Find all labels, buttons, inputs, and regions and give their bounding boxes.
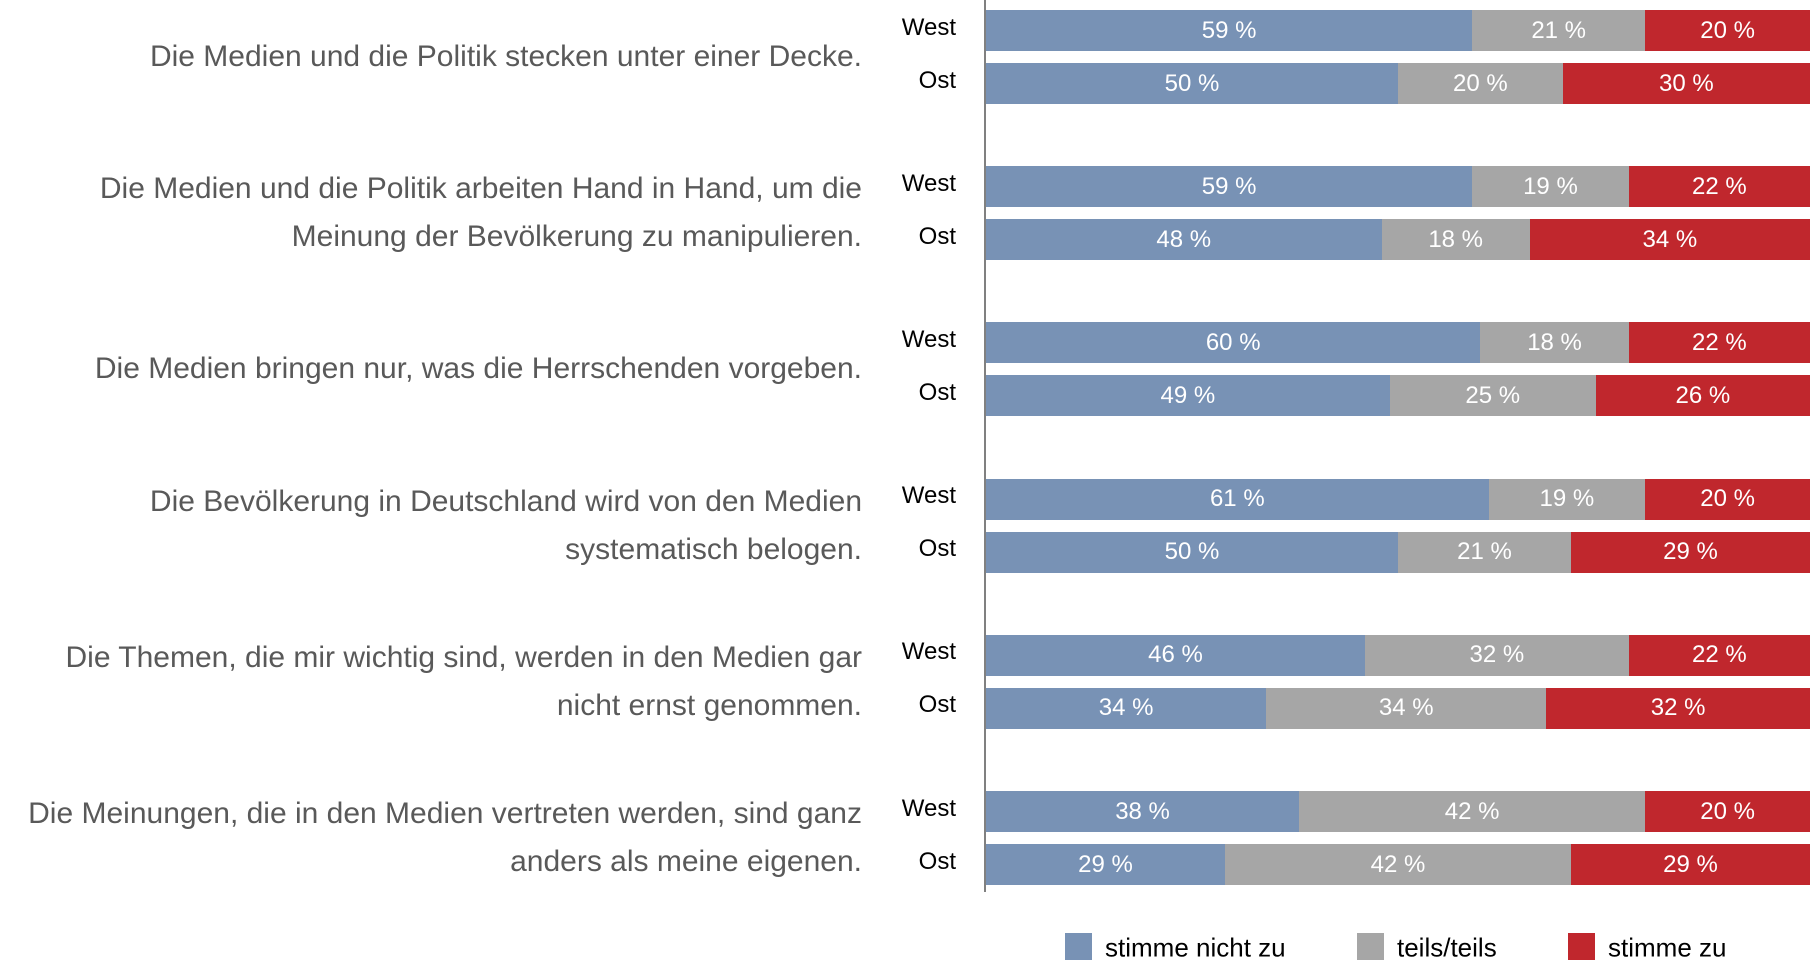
bar-segment [986,687,1267,729]
statement-label: Die Meinungen, die in den Medien vertret… [28,797,862,878]
bar-segment [1546,687,1810,729]
bar-segment [986,10,1473,51]
bar-segment [986,791,1300,832]
row-label: Ost [918,66,956,94]
bar-segment [1398,63,1563,104]
row-label: Ost [918,847,956,875]
data-label: 29 % [1663,538,1718,566]
data-label: 20 % [1700,16,1755,44]
row-label: Ost [918,691,956,719]
bar-segment [1472,166,1629,208]
bar-segment [1562,63,1810,104]
statement-label: Die Medien und die Politik stecken unter… [149,40,862,73]
data-label: 34 % [1378,694,1434,722]
bar-segment [986,375,1390,417]
bar-segment [1571,531,1810,573]
data-label: 29 % [1078,850,1133,878]
statement-label: Die Medien und die Politik arbeiten Hand… [99,172,862,254]
data-label: 59 % [1201,16,1257,44]
data-label: 20 % [1700,797,1755,825]
data-label: 42 % [1444,797,1500,825]
data-label: 19 % [1523,172,1578,200]
bar-segment [1628,634,1810,676]
bar-segment [1381,219,1530,261]
row-label: West [901,482,956,510]
data-label: 46 % [1148,641,1203,669]
data-label: 18 % [1428,225,1484,253]
row-label: West [901,13,956,41]
row-label: Ost [918,378,956,406]
legend-label: stimme nicht zu [1105,932,1286,963]
bar-segment [986,219,1382,261]
bar-segment [1398,531,1572,573]
row-label: West [901,794,956,822]
row-label: West [901,169,956,197]
bar-segment [1266,687,1547,729]
data-label: 34 % [1098,694,1154,722]
data-label: 50 % [1164,538,1220,566]
statement-label: Die Bevölkerung in Deutschland wird von … [149,484,862,566]
bar-segment [1389,375,1596,417]
data-label: 38 % [1115,797,1170,825]
data-label: 49 % [1160,381,1216,409]
bar-segment [1628,322,1810,364]
row-label: Ost [918,222,956,250]
data-label: 22 % [1692,172,1747,200]
row-label: Ost [918,535,956,563]
bar-segment [986,63,1398,104]
bar-segment [1529,219,1810,261]
bar-segment [986,844,1225,885]
data-label: 32 % [1650,694,1706,722]
bar-segment [986,478,1489,520]
bar-segment [1571,844,1810,885]
data-label: 20 % [1700,485,1755,513]
bar-segment [1645,10,1810,51]
data-label: 30 % [1659,69,1714,97]
legend-swatch [1065,933,1092,960]
row-label: West [901,638,956,666]
data-label: 22 % [1692,641,1747,669]
data-label: 32 % [1469,641,1525,669]
data-label: 19 % [1539,485,1595,513]
data-label: 22 % [1692,328,1747,356]
bar-segment [1628,166,1810,208]
data-label: 50 % [1164,69,1220,97]
bar-segment [986,531,1398,573]
data-label: 60 % [1205,328,1261,356]
bar-segment [1472,10,1646,51]
bar-segment [1224,844,1572,885]
data-label: 59 % [1201,172,1257,200]
legend-label: stimme zu [1608,932,1727,963]
row-label: West [901,325,956,353]
data-label: 21 % [1531,16,1587,44]
data-label: 34 % [1642,225,1698,253]
data-label: 26 % [1675,381,1731,409]
data-label: 25 % [1465,381,1521,409]
axis-line [984,0,986,892]
data-label: 61 % [1209,485,1265,513]
legend-swatch [1357,933,1384,960]
legend-swatch [1568,933,1595,960]
data-label: 48 % [1156,225,1212,253]
bar-segment [986,322,1481,364]
data-label: 21 % [1457,538,1512,566]
bar-segment [1645,791,1810,832]
data-label: 42 % [1370,850,1426,878]
statement-label: Die Themen, die mir wichtig sind, werden… [65,640,862,722]
bar-segment [1365,634,1629,676]
bar-segment [1488,478,1646,520]
data-label: 29 % [1663,850,1718,878]
bar-segment [986,634,1366,676]
bar-segment [1480,322,1629,364]
bar-segment [1595,375,1810,417]
data-label: 18 % [1527,328,1582,356]
legend-label: teils/teils [1397,932,1497,963]
statement-label: Die Medien bringen nur, was die Herrsche… [94,352,862,386]
data-label: 20 % [1453,69,1508,97]
bar-segment [1299,791,1646,832]
bar-segment [986,166,1473,208]
bar-segment [1645,478,1810,520]
